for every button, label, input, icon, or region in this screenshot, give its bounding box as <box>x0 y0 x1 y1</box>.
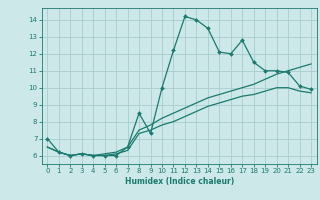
X-axis label: Humidex (Indice chaleur): Humidex (Indice chaleur) <box>124 177 234 186</box>
